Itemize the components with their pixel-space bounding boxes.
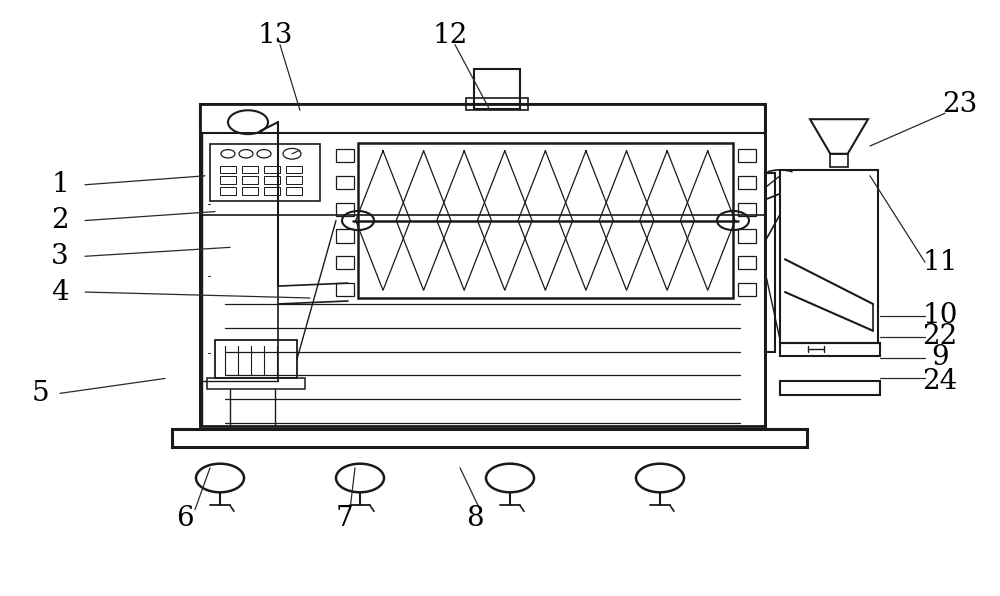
Text: 10: 10 [922, 302, 958, 330]
Bar [210, 144, 320, 201]
Text: 7: 7 [336, 505, 354, 532]
Bar [780, 381, 880, 395]
Bar [336, 283, 354, 296]
Bar [765, 173, 775, 352]
Bar [466, 98, 528, 110]
Bar [264, 176, 280, 184]
Bar [780, 170, 878, 343]
Bar [242, 166, 258, 173]
Text: 11: 11 [922, 249, 958, 276]
Text: 23: 23 [942, 91, 978, 118]
Bar [220, 187, 236, 195]
Bar [286, 166, 302, 173]
Bar [264, 187, 280, 195]
Text: 6: 6 [176, 505, 194, 532]
Text: 9: 9 [931, 344, 949, 371]
Bar [220, 176, 236, 184]
Bar [286, 187, 302, 195]
Bar [336, 256, 354, 269]
Bar [215, 340, 297, 378]
Text: 5: 5 [31, 380, 49, 407]
Text: 13: 13 [257, 22, 293, 49]
Bar [738, 256, 756, 269]
Bar [738, 176, 756, 189]
Bar [358, 143, 733, 298]
Bar [207, 378, 305, 389]
Text: 22: 22 [922, 323, 958, 350]
Bar [830, 154, 848, 167]
Text: 1: 1 [51, 171, 69, 198]
Bar [242, 176, 258, 184]
Bar [200, 104, 765, 133]
Text: 8: 8 [466, 505, 484, 532]
Text: 4: 4 [51, 278, 69, 306]
Bar [220, 166, 236, 173]
Text: 2: 2 [51, 207, 69, 234]
Text: 3: 3 [51, 243, 69, 270]
Bar [336, 176, 354, 189]
Bar [780, 343, 880, 356]
Bar [264, 166, 280, 173]
Bar [738, 203, 756, 216]
Bar [200, 104, 765, 426]
Bar [172, 429, 807, 447]
Bar [286, 176, 302, 184]
Bar [738, 229, 756, 243]
Text: 24: 24 [922, 368, 958, 395]
Bar [336, 149, 354, 162]
Bar [738, 149, 756, 162]
Bar [242, 187, 258, 195]
Bar [474, 69, 520, 109]
Bar [738, 283, 756, 296]
Bar [336, 203, 354, 216]
Text: 12: 12 [432, 22, 468, 49]
Bar [336, 229, 354, 243]
